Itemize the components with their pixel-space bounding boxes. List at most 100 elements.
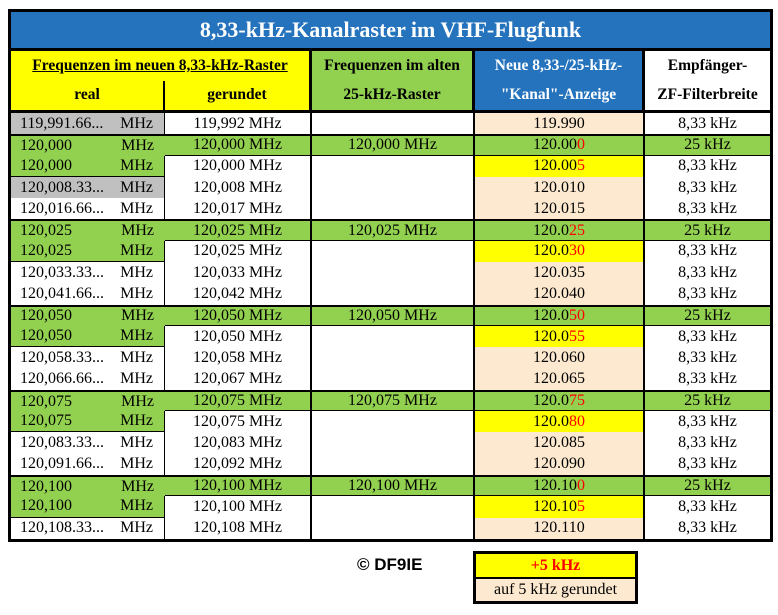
- frequency-table: 8,33-kHz-Kanalraster im VHF-Flugfunk Fre…: [8, 9, 773, 542]
- channel-display-red: 5: [577, 157, 585, 175]
- table-row: 120,050 MHz 120,050 MHz 120,050 MHz 120.…: [11, 304, 770, 326]
- real-frequency-value: 120,016.66...: [20, 199, 104, 217]
- filter-width-cell: 8,33 kHz: [678, 285, 737, 303]
- real-frequency-cell: 120,066.66... MHz: [11, 368, 165, 390]
- header-gerundet: gerundet: [163, 80, 309, 110]
- channel-display-red: 75: [569, 392, 585, 409]
- channel-display-cell: 120.00 5: [475, 155, 645, 177]
- old-raster-frequency-cell: [312, 240, 475, 263]
- channel-display-cell: 120.10 0: [475, 477, 645, 497]
- filter-width-cell: 25 kHz: [645, 477, 770, 497]
- channel-display-black: 120.10: [533, 477, 577, 495]
- real-frequency-unit: MHz: [121, 307, 154, 325]
- channel-display-red: 30: [569, 242, 585, 260]
- header-receiver-filter: Empfänger- ZF-Filterbreite: [645, 51, 770, 113]
- filter-width-cell: 8,33 kHz: [678, 178, 737, 196]
- header-receiver-line2: ZF-Filterbreite: [657, 86, 758, 104]
- channel-display-black: 120.0: [533, 221, 569, 239]
- real-frequency-unit: MHz: [120, 241, 153, 259]
- table-row: 120,083.33... MHz 120,083 MHz 120.085 8,…: [11, 432, 770, 454]
- rounded-frequency-cell: 120,050 MHz: [165, 306, 312, 326]
- real-frequency-cell: 120,033.33... MHz: [11, 262, 165, 284]
- filter-width-cell: 8,33 kHz: [678, 157, 737, 175]
- filter-width-cell: 25 kHz: [645, 306, 770, 326]
- channel-display-black: 120.040: [533, 285, 585, 303]
- rounded-frequency-cell: 120,000 MHz: [165, 155, 312, 177]
- real-frequency-unit: MHz: [121, 392, 154, 410]
- real-frequency-value: 120,075: [20, 412, 72, 430]
- filter-width-cell: 8,33 kHz: [678, 455, 737, 473]
- filter-width-cell: 8,33 kHz: [678, 199, 737, 217]
- filter-width-cell: 8,33 kHz: [678, 497, 737, 515]
- channel-display-cell: 120.060: [475, 347, 645, 369]
- real-frequency-cell: 120,016.66... MHz: [11, 198, 165, 220]
- header-channel-display-line1: Neue 8,33-/25-kHz-: [494, 56, 623, 74]
- header-new-raster: Frequenzen im neuen 8,33-kHz-Raster real…: [11, 51, 312, 113]
- real-frequency-unit: MHz: [120, 178, 153, 196]
- channel-display-black: 120.065: [533, 370, 585, 388]
- filter-width-cell: 25 kHz: [645, 391, 770, 412]
- channel-display-red: 55: [569, 327, 585, 345]
- real-frequency-value: 120,058.33...: [20, 348, 104, 366]
- old-raster-frequency-cell: [312, 262, 475, 284]
- filter-width-cell: 8,33 kHz: [678, 263, 737, 281]
- rounded-frequency-cell: 120,083 MHz: [165, 432, 312, 454]
- channel-display-cell: 120.0 75: [475, 391, 645, 412]
- table-title: 8,33-kHz-Kanalraster im VHF-Flugfunk: [11, 12, 770, 51]
- old-raster-frequency-cell: 120,050 MHz: [312, 306, 475, 326]
- rounded-frequency-cell: 120,100 MHz: [165, 496, 312, 518]
- filter-width-cell: 8,33 kHz: [678, 412, 737, 430]
- real-frequency-cell: 120,000 MHz: [11, 136, 165, 156]
- table-row: 120,100 MHz 120,100 MHz 120.10 5 8,33 kHz: [11, 496, 770, 518]
- channel-display-red: 25: [569, 221, 585, 239]
- real-frequency-cell: 120,108.33... MHz: [11, 517, 165, 539]
- real-frequency-unit: MHz: [120, 412, 153, 430]
- real-frequency-value: 120,000: [20, 156, 72, 174]
- table-row: 120,025 MHz 120,025 MHz 120,025 MHz 120.…: [11, 219, 770, 241]
- header-channel-display-line2: "Kanal"-Anzeige: [500, 86, 617, 104]
- real-frequency-value: 120,075: [20, 392, 72, 410]
- rounded-frequency-cell: 120,017 MHz: [165, 198, 312, 220]
- table-row: 120,066.66... MHz 120,067 MHz 120.065 8,…: [11, 368, 770, 390]
- rounded-frequency-cell: 120,025 MHz: [165, 240, 312, 263]
- old-raster-frequency-cell: [312, 198, 475, 220]
- real-frequency-unit: MHz: [121, 136, 154, 154]
- channel-display-cell: 120.0 80: [475, 411, 645, 433]
- table-row: 120,075 MHz 120,075 MHz 120,075 MHz 120.…: [11, 389, 770, 412]
- filter-width-cell: 8,33 kHz: [678, 327, 737, 345]
- channel-display-black: 120.00: [533, 136, 577, 154]
- table-row: 120,000 MHz 120,000 MHz 120.00 5 8,33 kHz: [11, 155, 770, 177]
- filter-width-cell: 25 kHz: [645, 221, 770, 241]
- header-real: real: [74, 86, 100, 104]
- real-frequency-cell: 120,041.66... MHz: [11, 283, 165, 305]
- header-receiver-line1: Empfänger-: [667, 56, 748, 74]
- real-frequency-value: 120,025: [20, 241, 72, 259]
- old-raster-frequency-cell: 120,025 MHz: [312, 221, 475, 241]
- table-row: 120,033.33... MHz 120,033 MHz 120.035 8,…: [11, 262, 770, 284]
- table-row: 120,058.33... MHz 120,058 MHz 120.060 8,…: [11, 347, 770, 369]
- real-frequency-value: 120,025: [20, 222, 72, 240]
- real-frequency-unit: MHz: [120, 370, 153, 388]
- rounded-frequency-cell: 120,108 MHz: [165, 517, 312, 539]
- table-row: 120,025 MHz 120,025 MHz 120.0 30 8,33 kHz: [11, 240, 770, 263]
- legend-rounded-cell: auf 5 kHz gerundet: [476, 577, 635, 601]
- header-old-raster: Frequenzen im alten 25-kHz-Raster: [312, 51, 475, 113]
- filter-width-cell: 8,33 kHz: [678, 434, 737, 452]
- real-frequency-cell: 120,025 MHz: [11, 221, 165, 241]
- rounded-frequency-cell: 120,092 MHz: [165, 453, 312, 476]
- real-frequency-unit: MHz: [121, 477, 154, 495]
- old-raster-frequency-cell: [312, 496, 475, 518]
- channel-display-black: 120.110: [533, 519, 585, 537]
- real-frequency-cell: 119,991.66... MHz: [11, 113, 165, 135]
- table-row: 120,075 MHz 120,075 MHz 120.0 80 8,33 kHz: [11, 411, 770, 433]
- real-frequency-value: 120,041.66...: [20, 285, 104, 303]
- table-row: 120,091.66... MHz 120,092 MHz 120.090 8,…: [11, 453, 770, 476]
- filter-width-cell: 8,33 kHz: [678, 370, 737, 388]
- rounded-frequency-cell: 120,058 MHz: [165, 347, 312, 369]
- real-frequency-cell: 120,075 MHz: [11, 411, 165, 433]
- filter-width-cell: 8,33 kHz: [678, 348, 737, 366]
- table-row: 120,041.66... MHz 120,042 MHz 120.040 8,…: [11, 283, 770, 305]
- channel-display-cell: 120.015: [475, 198, 645, 220]
- real-frequency-unit: MHz: [120, 434, 153, 452]
- real-frequency-value: 120,083.33...: [20, 434, 104, 452]
